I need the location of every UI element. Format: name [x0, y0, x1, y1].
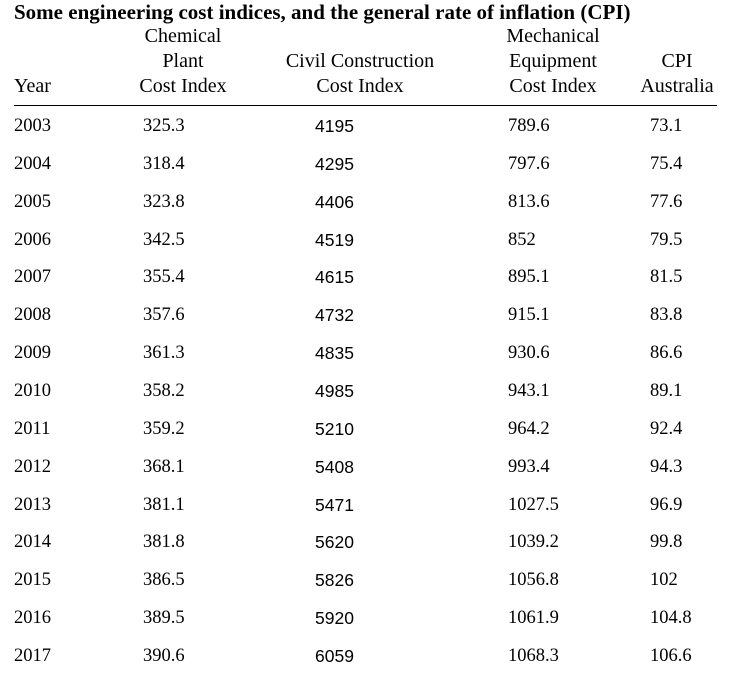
- cell-chemical-plant-index: 357.6: [143, 305, 185, 325]
- cell-civil-construction-index: 4519: [315, 230, 354, 250]
- cell-cpi-australia: 83.8: [650, 305, 683, 325]
- cell-mechanical-equipment-index: 1068.3: [508, 646, 559, 666]
- cell-year: 2003: [14, 116, 51, 136]
- cell-mechanical-equipment-index: 1027.5: [508, 495, 559, 515]
- cell-chemical-plant-index: 361.3: [143, 343, 185, 363]
- cell-chemical-plant-index: 318.4: [143, 154, 185, 174]
- cell-year: 2010: [14, 381, 51, 401]
- cell-year: 2014: [14, 532, 51, 552]
- cell-chemical-plant-index: 342.5: [143, 230, 185, 250]
- cell-cpi-australia: 81.5: [650, 267, 683, 287]
- cell-civil-construction-index: 4835: [315, 343, 354, 363]
- cell-civil-construction-index: 5620: [315, 532, 354, 552]
- cell-year: 2012: [14, 457, 51, 477]
- header-civil-line-1: Civil Construction: [285, 50, 435, 72]
- cell-cpi-australia: 77.6: [650, 192, 683, 212]
- cell-cpi-australia: 104.8: [650, 608, 692, 628]
- cell-civil-construction-index: 5826: [315, 570, 354, 590]
- cell-mechanical-equipment-index: 943.1: [508, 381, 550, 401]
- cell-year: 2007: [14, 267, 51, 287]
- cell-civil-construction-index: 4195: [315, 116, 354, 136]
- cell-year: 2011: [14, 419, 51, 439]
- cell-mechanical-equipment-index: 993.4: [508, 457, 550, 477]
- cell-mechanical-equipment-index: 930.6: [508, 343, 550, 363]
- cell-civil-construction-index: 6059: [315, 646, 354, 666]
- cell-year: 2013: [14, 495, 51, 515]
- cell-mechanical-equipment-index: 852: [508, 230, 536, 250]
- header-civil-construction-cost-index: Civil Construction Cost Index: [272, 49, 448, 99]
- cell-chemical-plant-index: 355.4: [143, 267, 185, 287]
- cell-mechanical-equipment-index: 813.6: [508, 192, 550, 212]
- cell-year: 2016: [14, 608, 51, 628]
- cell-mechanical-equipment-index: 1039.2: [508, 532, 559, 552]
- cell-mechanical-equipment-index: 1056.8: [508, 570, 559, 590]
- cell-year: 2006: [14, 230, 51, 250]
- cell-cpi-australia: 99.8: [650, 532, 683, 552]
- cell-year: 2015: [14, 570, 51, 590]
- cell-civil-construction-index: 5920: [315, 608, 354, 628]
- cell-chemical-plant-index: 325.3: [143, 116, 185, 136]
- cell-chemical-plant-index: 389.5: [143, 608, 185, 628]
- cell-mechanical-equipment-index: 789.6: [508, 116, 550, 136]
- cell-civil-construction-index: 4985: [315, 381, 354, 401]
- cell-civil-construction-index: 5471: [315, 495, 354, 515]
- cell-cpi-australia: 89.1: [650, 381, 683, 401]
- header-chemical-plant-cost-index: Chemical Plant Cost Index: [128, 24, 238, 99]
- cell-cpi-australia: 94.3: [650, 457, 683, 477]
- cell-civil-construction-index: 4615: [315, 267, 354, 287]
- header-mechanical-line-3: Cost Index: [509, 75, 597, 97]
- header-chemical-line-1: Chemical: [144, 25, 222, 47]
- header-divider: [14, 105, 717, 106]
- cell-cpi-australia: 73.1: [650, 116, 683, 136]
- header-mechanical-line-2: Equipment: [509, 50, 597, 72]
- header-civil-line-2: Cost Index: [316, 75, 404, 97]
- header-year: Year: [14, 74, 51, 99]
- cell-civil-construction-index: 4406: [315, 192, 354, 212]
- cell-mechanical-equipment-index: 895.1: [508, 267, 550, 287]
- cell-cpi-australia: 75.4: [650, 154, 683, 174]
- cell-civil-construction-index: 4732: [315, 305, 354, 325]
- table-title: Some engineering cost indices, and the g…: [14, 0, 631, 24]
- cell-chemical-plant-index: 390.6: [143, 646, 185, 666]
- header-chemical-line-3: Cost Index: [139, 75, 227, 97]
- cell-chemical-plant-index: 368.1: [143, 457, 185, 477]
- header-chemical-line-2: Plant: [162, 50, 204, 72]
- cell-year: 2005: [14, 192, 51, 212]
- cell-civil-construction-index: 4295: [315, 154, 354, 174]
- cell-year: 2004: [14, 154, 51, 174]
- cell-chemical-plant-index: 381.1: [143, 495, 185, 515]
- cell-chemical-plant-index: 359.2: [143, 419, 185, 439]
- header-cpi-line-1: CPI: [661, 50, 693, 72]
- cell-cpi-australia: 96.9: [650, 495, 683, 515]
- cell-chemical-plant-index: 323.8: [143, 192, 185, 212]
- cell-cpi-australia: 86.6: [650, 343, 683, 363]
- header-cpi-australia: CPI Australia: [630, 49, 724, 99]
- header-year-line: Year: [14, 75, 51, 97]
- header-mechanical-line-1: Mechanical: [506, 25, 600, 47]
- cell-year: 2008: [14, 305, 51, 325]
- cell-chemical-plant-index: 381.8: [143, 532, 185, 552]
- header-cpi-line-2: Australia: [640, 75, 714, 97]
- cell-year: 2009: [14, 343, 51, 363]
- cell-chemical-plant-index: 358.2: [143, 381, 185, 401]
- header-mechanical-equipment-cost-index: Mechanical Equipment Cost Index: [495, 24, 611, 99]
- cell-chemical-plant-index: 386.5: [143, 570, 185, 590]
- cell-civil-construction-index: 5408: [315, 457, 354, 477]
- cell-mechanical-equipment-index: 1061.9: [508, 608, 559, 628]
- cell-year: 2017: [14, 646, 51, 666]
- cell-cpi-australia: 102: [650, 570, 678, 590]
- cell-mechanical-equipment-index: 964.2: [508, 419, 550, 439]
- cell-cpi-australia: 79.5: [650, 230, 683, 250]
- cell-cpi-australia: 92.4: [650, 419, 683, 439]
- cell-cpi-australia: 106.6: [650, 646, 692, 666]
- cell-mechanical-equipment-index: 915.1: [508, 305, 550, 325]
- cell-mechanical-equipment-index: 797.6: [508, 154, 550, 174]
- cell-civil-construction-index: 5210: [315, 419, 354, 439]
